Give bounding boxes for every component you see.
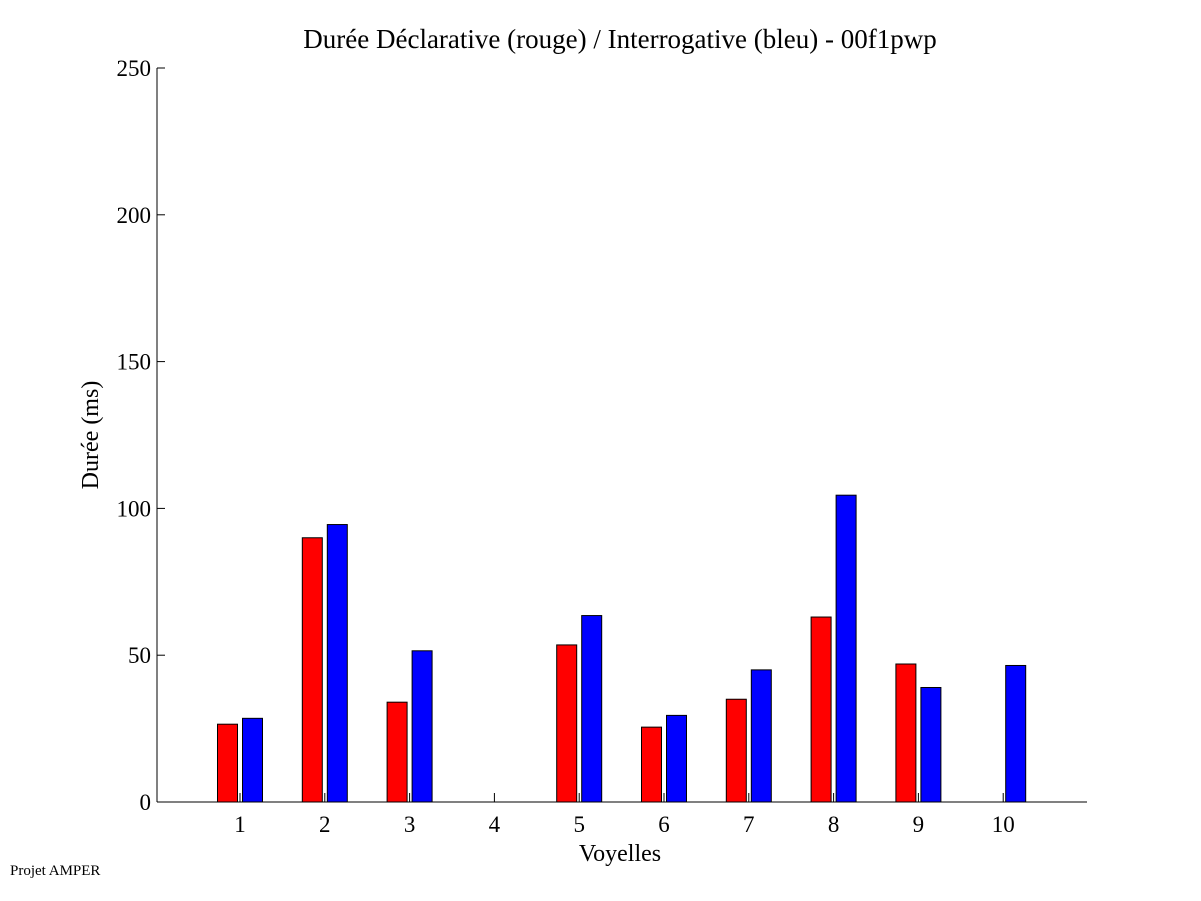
footer-note: Projet AMPER	[10, 863, 101, 879]
bar-interrogative	[750, 669, 772, 803]
x-tick-label: 5	[573, 812, 585, 837]
x-tick-label: 3	[404, 812, 416, 837]
bar-interrogative	[581, 615, 603, 803]
x-tick-label: 8	[828, 812, 840, 837]
x-tick-label: 1	[234, 812, 246, 837]
y-tick-label: 50	[128, 643, 151, 668]
x-tick-label: 2	[319, 812, 331, 837]
bar-interrogative	[411, 650, 433, 803]
bar-declarative	[386, 701, 408, 803]
bar-declarative	[810, 616, 832, 803]
bar-interrogative	[326, 524, 348, 803]
chart-title: Durée Déclarative (rouge) / Interrogativ…	[303, 24, 936, 54]
bar-interrogative	[666, 714, 687, 803]
y-tick-label: 200	[117, 203, 152, 228]
x-tick-label: 4	[489, 812, 501, 837]
bar-interrogative	[242, 717, 263, 803]
bar-declarative	[556, 644, 578, 803]
x-tick-label: 9	[913, 812, 925, 837]
bar-declarative	[725, 698, 747, 803]
bar-declarative	[301, 537, 323, 803]
bar-declarative	[641, 726, 662, 803]
bar-interrogative	[835, 494, 857, 803]
y-tick-label: 150	[117, 350, 152, 375]
y-axis-label: Durée (ms)	[78, 381, 104, 490]
y-tick-label: 0	[140, 790, 152, 815]
bar-declarative	[217, 723, 238, 803]
bar-declarative	[895, 663, 917, 803]
x-tick-label: 6	[658, 812, 670, 837]
x-axis-label: Voyelles	[579, 841, 661, 867]
bar-interrogative	[1005, 664, 1027, 803]
y-tick-label: 100	[117, 496, 152, 521]
plot-area: 0 50 100 150 200 250 1 2 3 4 5 6 7 8 9 10	[117, 56, 1087, 837]
bar-interrogative	[920, 686, 942, 803]
x-tick-label: 10	[992, 812, 1015, 837]
x-tick-label: 7	[743, 812, 755, 837]
y-tick-label: 250	[117, 56, 152, 81]
